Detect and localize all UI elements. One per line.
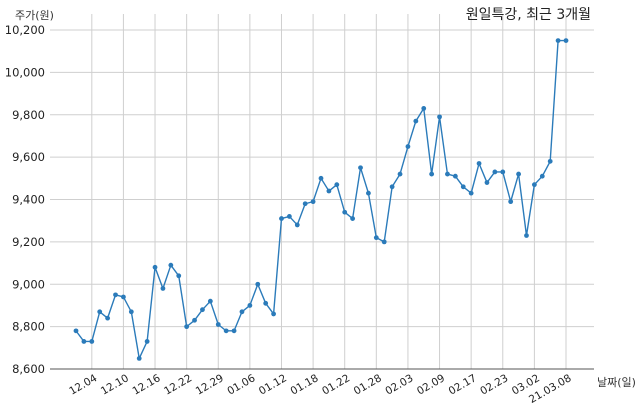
x-tick-label: 01.12 [257,372,289,397]
data-point [286,214,292,219]
data-point [121,294,126,300]
data-point [508,199,514,205]
data-point [373,235,379,241]
data-point [350,216,356,221]
x-tick-label: 12.29 [194,372,226,397]
data-point [429,171,435,177]
data-point [437,114,442,120]
data-point [334,182,340,188]
y-tick-label: 10,000 [5,65,45,79]
x-tick-label: 12.16 [130,372,162,398]
data-point [413,118,419,124]
data-point [263,300,269,306]
chart-title: 원일특강, 최근 3개월 [466,7,591,23]
data-point [215,322,221,327]
data-point [239,309,245,315]
data-point [389,184,395,190]
data-point [184,324,190,330]
y-tick-labels: 8,600 8,800 9,000 9,200 9,400 9,600 9,800 10,00… [5,23,45,376]
x-tick-label: 01.22 [320,372,352,397]
data-point [563,38,569,43]
data-point [452,173,458,179]
data-point [302,201,308,207]
data-point [89,339,95,344]
data-point [105,315,111,321]
data-point [81,339,87,344]
data-point [358,165,363,171]
data-point [524,233,529,238]
data-point [192,317,197,323]
y-tick-label: 9,800 [12,108,45,122]
x-tick-label: 01.28 [352,372,384,397]
data-point [113,292,118,298]
data-point [397,171,403,177]
data-point [128,309,134,315]
data-point [342,209,348,215]
data-point [405,144,411,149]
data-point [160,286,166,291]
y-tick-label: 9,200 [12,235,45,249]
data-point [445,171,450,177]
series-points [73,38,569,361]
data-point [176,273,182,279]
data-point [168,262,174,268]
data-point [279,216,284,221]
data-point [539,173,545,179]
y-axis-label: 주가(원) [15,9,54,22]
x-tick-label: 01.06 [225,372,257,398]
data-point [294,222,300,228]
x-axis-label: 날짜(일) [597,375,636,389]
data-point [492,169,498,175]
data-point [255,281,261,287]
data-point [476,161,482,166]
x-tick-label: 12.22 [162,372,194,397]
x-tick-label: 12.10 [99,372,131,397]
data-point [366,190,371,196]
y-tick-label: 9,400 [12,193,45,207]
data-point [531,182,537,188]
y-tick-label: 9,000 [12,277,45,291]
data-point [555,38,561,43]
data-point [500,169,506,175]
data-point [271,311,276,317]
data-point [381,239,387,245]
data-point [516,171,521,177]
data-point [326,188,332,194]
data-point [231,328,237,334]
data-point [200,307,205,313]
data-point [207,298,213,304]
y-tick-label: 10,200 [5,23,45,37]
data-point [310,199,316,205]
data-point [318,175,324,181]
data-point [144,339,150,344]
data-point [136,356,142,361]
y-tick-label: 8,800 [12,320,45,334]
data-point [223,328,229,334]
x-tick-labels: 12.04 12.10 12.16 12.22 12.29 01.06 01.12 01.18… [67,372,573,406]
data-point [247,303,253,308]
x-tick-label: 02.17 [447,372,479,397]
data-point [97,309,103,315]
x-tick-label: 02.23 [478,372,510,397]
x-tick-label: 02.09 [415,372,447,397]
data-point [484,180,490,185]
data-point [152,264,158,270]
data-point [468,190,474,196]
data-point [547,158,553,164]
data-point [460,184,466,190]
x-tick-label: 01.18 [289,372,321,397]
data-point [421,105,427,111]
x-tick-label: 12.04 [67,372,99,398]
x-tick-label: 02.03 [383,372,415,397]
y-tick-label: 8,600 [12,362,45,376]
y-tick-label: 9,600 [12,150,45,164]
data-point [73,328,79,334]
grid [50,14,594,369]
